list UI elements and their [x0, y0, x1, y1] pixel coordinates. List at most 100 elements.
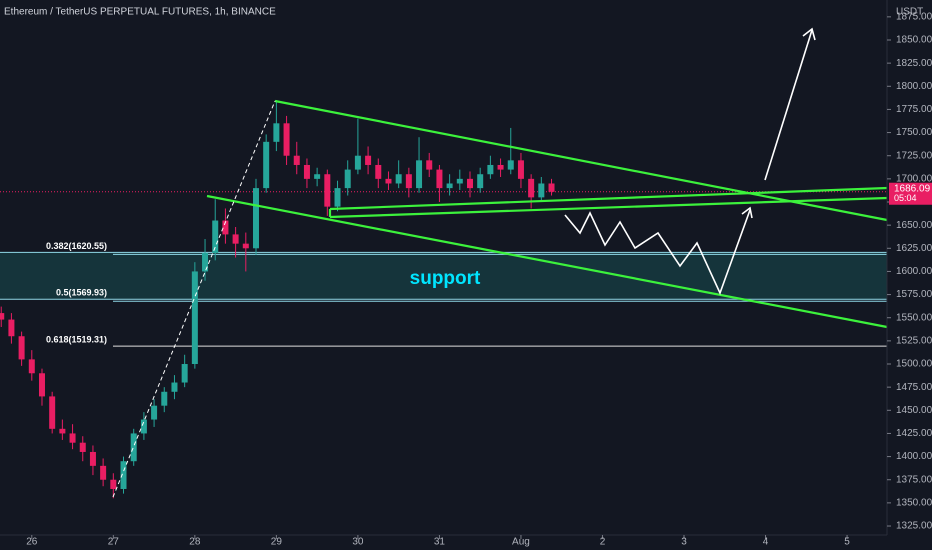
candle-body — [273, 123, 280, 142]
candle-body — [466, 178, 473, 189]
trend-line — [329, 186, 888, 211]
candle-body — [365, 155, 372, 165]
fib-label: 0.618(1519.31) — [46, 335, 107, 345]
trend-line — [274, 99, 888, 222]
candle-body — [324, 174, 331, 207]
support-label: support — [410, 268, 481, 289]
price-tag — [889, 182, 932, 205]
candle-body — [354, 155, 361, 170]
x-tick-label: 26 — [26, 537, 38, 548]
y-tick-label: 1650.00 — [896, 220, 932, 231]
trend-line — [206, 194, 888, 329]
projection-arrow — [764, 29, 813, 181]
candle-body — [538, 183, 545, 198]
fib-label: 0.5(1569.93) — [56, 288, 107, 298]
candle-body — [314, 174, 321, 179]
candle-body — [212, 220, 219, 253]
candle-body — [18, 336, 25, 360]
candle-body — [395, 174, 402, 184]
x-tick-label: 2 — [600, 537, 606, 548]
candle-body — [497, 164, 504, 170]
candle-body — [416, 160, 423, 189]
y-tick-label: 1550.00 — [896, 312, 932, 323]
candle-body — [191, 271, 198, 365]
x-tick-label: 4 — [763, 537, 769, 548]
y-tick-label: 1775.00 — [896, 104, 932, 115]
candle-body — [181, 364, 188, 383]
candle-body — [242, 243, 249, 249]
candle-body — [28, 359, 35, 374]
x-tick-label: 30 — [352, 537, 364, 548]
candle-body — [385, 178, 392, 184]
candle-body — [69, 433, 76, 443]
candle-body — [232, 234, 239, 244]
y-tick-label: 1750.00 — [896, 127, 932, 138]
candle-body — [283, 123, 290, 156]
candle-body — [38, 373, 45, 397]
candle-body — [548, 183, 555, 192]
candle-body — [79, 442, 86, 452]
y-tick-label: 1425.00 — [896, 428, 932, 439]
candle-body — [303, 164, 310, 179]
candle-body — [49, 396, 56, 429]
candle-body — [446, 183, 453, 189]
candle-body — [59, 428, 66, 434]
candle-body — [426, 160, 433, 170]
y-tick-label: 1850.00 — [896, 35, 932, 46]
x-tick-label: 29 — [271, 537, 283, 548]
candle-body — [89, 451, 96, 466]
under-layer: 0.382(1620.55) 0.5(1569.93) 0.618(1519.31)… — [0, 191, 887, 347]
candle-body — [293, 155, 300, 165]
candle-body — [517, 160, 524, 179]
candle-body — [140, 419, 147, 434]
candle-body — [202, 252, 209, 272]
y-tick-label: 1625.00 — [896, 243, 932, 254]
arrow-head — [802, 27, 816, 41]
candle-body — [171, 382, 178, 392]
candle-body — [487, 164, 494, 175]
candle-body — [477, 174, 484, 189]
axes: 1325.00 1350.00 1375.00 1400.00 1425.00 1450.… — [26, 11, 932, 548]
y-tick-label: 1525.00 — [896, 336, 932, 347]
candle-body — [0, 313, 5, 320]
candle-body — [375, 164, 382, 179]
countdown-label: 05:04 — [894, 193, 917, 203]
arrow-head — [741, 206, 753, 219]
candle-body — [100, 465, 107, 480]
candle-body — [507, 160, 514, 170]
y-tick-label: 1350.00 — [896, 498, 932, 509]
y-tick-label: 1825.00 — [896, 58, 932, 69]
candle-body — [110, 479, 117, 489]
y-tick-label: 1400.00 — [896, 451, 932, 462]
y-tick-label: 1875.00 — [896, 11, 932, 22]
candle-body — [222, 220, 229, 235]
x-tick-label: 27 — [108, 537, 120, 548]
candle-body — [252, 188, 259, 249]
chart-title: Ethereum / TetherUS PERPETUAL FUTURES, 1… — [4, 7, 276, 18]
y-tick-label: 1800.00 — [896, 81, 932, 92]
y-tick-label: 1375.00 — [896, 474, 932, 485]
candle-body — [8, 319, 15, 337]
y-tick-label: 1475.00 — [896, 382, 932, 393]
y-tick-label: 1325.00 — [896, 521, 932, 532]
candle-body — [151, 405, 158, 420]
y-tick-label: 1600.00 — [896, 266, 932, 277]
candle-body — [405, 174, 412, 189]
candle-body — [344, 169, 351, 189]
candle-body — [528, 178, 535, 198]
x-tick-label: 28 — [189, 537, 201, 548]
candle-body — [120, 461, 127, 489]
candle-body — [436, 169, 443, 189]
x-tick-label: 31 — [434, 537, 446, 548]
y-tick-label: 1450.00 — [896, 405, 932, 416]
price-tag-label: 1686.09 — [894, 183, 931, 194]
candle-body — [456, 178, 463, 184]
dashed-line — [112, 100, 276, 498]
candle-body — [161, 391, 168, 406]
y-tick-label: 1700.00 — [896, 173, 932, 184]
axis-unit: USDT — [896, 7, 923, 18]
y-tick-label: 1500.00 — [896, 359, 932, 370]
candles — [0, 100, 555, 499]
